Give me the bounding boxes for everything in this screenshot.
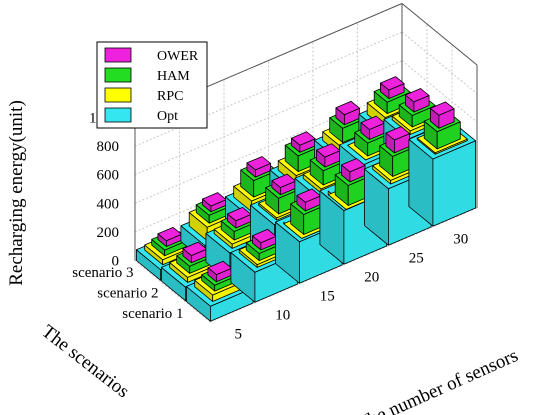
legend-swatch [104, 67, 132, 83]
bar-segment [290, 131, 316, 153]
legend: OWER HAM RPC Opt [96, 41, 208, 129]
bar-segment [157, 226, 183, 247]
bar-segment [385, 126, 411, 154]
bar-segment [315, 143, 341, 168]
z-tick-label: 0 [112, 254, 120, 270]
bar-stacks [135, 76, 477, 322]
x-axis-label: The number of sensors [354, 345, 521, 415]
bar-segment [340, 158, 366, 183]
y-tick-label: scenario 3 [72, 265, 133, 281]
x-tick-label: 20 [364, 270, 379, 286]
z-tick-label: 200 [97, 225, 120, 241]
legend-entry: RPC [157, 89, 183, 104]
legend-swatch [104, 47, 132, 63]
bar-stack [408, 101, 477, 227]
axis-line [401, 3, 478, 66]
x-tick-label: 5 [235, 327, 243, 343]
x-tick-label: 10 [275, 308, 290, 324]
legend-swatch [104, 87, 132, 103]
bar-segment [226, 206, 252, 229]
bar-segment [335, 100, 361, 126]
bar-segment [246, 156, 272, 178]
grid-line [401, 31, 478, 94]
bar-segment [379, 76, 405, 99]
legend-entry: HAM [157, 69, 190, 84]
x-tick-label: 30 [453, 232, 468, 248]
bar-segment [360, 115, 386, 140]
bar-segment [429, 101, 455, 129]
bar-segment [201, 192, 227, 213]
legend-entry: OWER [157, 49, 199, 64]
x-tick-label: 25 [409, 251, 424, 267]
z-axis-label: Recharging energy(unit) [6, 100, 27, 286]
bar-segment [182, 241, 208, 264]
legend-swatch [104, 107, 132, 123]
z-tick-label: 400 [97, 196, 120, 212]
legend-entry: Opt [157, 109, 178, 124]
y-tick-label: scenario 2 [97, 285, 158, 301]
grid-line [134, 260, 211, 323]
bar-segment [296, 188, 322, 212]
bar-segment [404, 88, 430, 113]
grid-line [209, 207, 478, 323]
y-axis-label: The scenarios [38, 321, 134, 402]
grid-line [401, 60, 478, 123]
y-tick-label: scenario 1 [122, 306, 183, 322]
z-tick-label: 800 [97, 139, 120, 155]
z-tick-label: 600 [97, 168, 120, 184]
x-tick-label: 15 [320, 289, 335, 305]
